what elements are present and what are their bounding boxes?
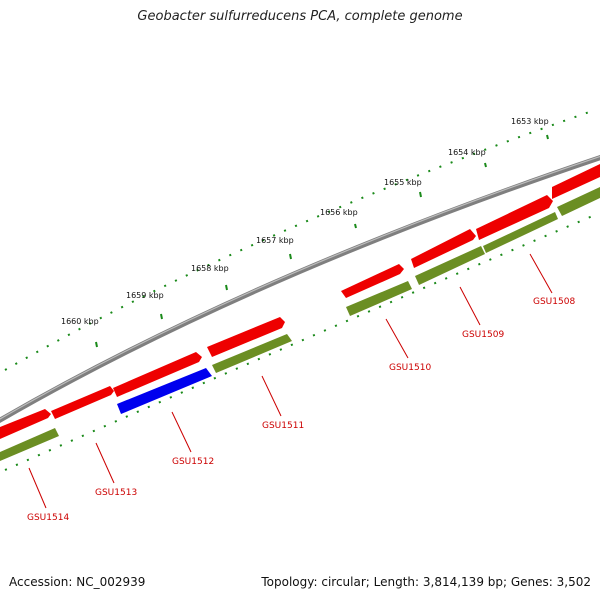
gene-reverse (212, 334, 292, 373)
inner-tick-ring (4, 214, 596, 471)
gene-reverse (415, 246, 485, 285)
gene-forward (0, 409, 51, 439)
kbp-label: 1655 kbp (384, 178, 422, 187)
reverse-genes (0, 187, 600, 461)
kbp-label: 1656 kbp (320, 208, 358, 217)
accession-text: Accession: NC_002939 (9, 575, 146, 589)
gene-label: GSU1510 (389, 363, 431, 373)
outer-tick-ring (4, 109, 596, 371)
gene-label: GSU1511 (262, 421, 304, 431)
gene-label: GSU1514 (27, 513, 69, 523)
kbp-label: 1653 kbp (511, 117, 549, 126)
gene-label: GSU1508 (533, 297, 575, 307)
gene-forward (552, 164, 600, 199)
gene-forward (207, 317, 285, 357)
gene-reverse (0, 428, 59, 461)
gene-reverse-alt (117, 368, 212, 414)
gene-label: GSU1513 (95, 488, 137, 498)
genome-summary-text: Topology: circular; Length: 3,814,139 bp… (261, 575, 591, 589)
major-ticks (95, 134, 549, 348)
gene-forward (51, 386, 114, 419)
gene-forward (411, 229, 476, 268)
kbp-label: 1657 kbp (256, 236, 294, 245)
gene-reverse (346, 281, 412, 316)
gene-forward (113, 352, 202, 397)
gene-label: GSU1509 (462, 330, 504, 340)
kbp-label: 1658 kbp (191, 264, 229, 273)
gene-label: GSU1512 (172, 457, 214, 467)
map-title: Geobacter sulfurreducens PCA, complete g… (137, 9, 463, 24)
gene-reverse (483, 212, 558, 253)
kbp-label: 1660 kbp (61, 317, 99, 326)
genome-backbone (0, 155, 600, 424)
kbp-label: 1654 kbp (448, 148, 486, 157)
gene-leader-lines (28, 253, 553, 509)
forward-genes (0, 164, 600, 439)
kbp-label: 1659 kbp (126, 291, 164, 300)
gene-forward (476, 195, 553, 240)
gene-reverse (557, 187, 600, 216)
gene-forward (341, 264, 404, 298)
